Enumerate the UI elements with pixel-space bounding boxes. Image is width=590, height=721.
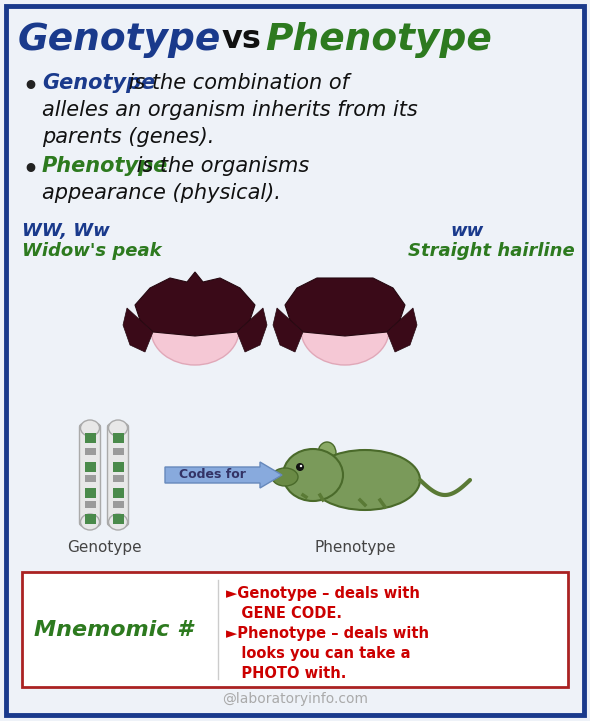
Ellipse shape — [80, 420, 100, 436]
Text: WW, Ww: WW, Ww — [22, 222, 110, 240]
FancyBboxPatch shape — [22, 572, 568, 687]
Text: Genotype: Genotype — [18, 22, 221, 58]
Text: PHOTO with.: PHOTO with. — [226, 666, 346, 681]
Polygon shape — [387, 308, 417, 352]
Circle shape — [296, 463, 304, 471]
Polygon shape — [285, 278, 405, 336]
Text: looks you can take a: looks you can take a — [226, 646, 411, 661]
Text: Genotype: Genotype — [67, 540, 142, 555]
Bar — [113, 475, 123, 482]
Polygon shape — [237, 308, 267, 352]
Text: Phenotype: Phenotype — [314, 540, 396, 555]
Bar — [84, 501, 96, 508]
Ellipse shape — [283, 449, 343, 501]
Text: Phenotype: Phenotype — [42, 156, 168, 176]
Text: Phenotype: Phenotype — [265, 22, 491, 58]
Text: ►Genotype – deals with: ►Genotype – deals with — [226, 586, 420, 601]
Text: GENE CODE.: GENE CODE. — [226, 606, 342, 621]
Text: appearance (physical).: appearance (physical). — [42, 183, 281, 203]
Circle shape — [270, 474, 277, 480]
Circle shape — [300, 465, 302, 467]
Text: Genotype: Genotype — [42, 73, 155, 93]
Ellipse shape — [310, 450, 420, 510]
Bar — [84, 488, 96, 498]
Ellipse shape — [80, 514, 100, 530]
Ellipse shape — [109, 514, 127, 530]
Text: ►Phenotype – deals with: ►Phenotype – deals with — [226, 626, 429, 641]
Ellipse shape — [318, 442, 336, 464]
FancyBboxPatch shape — [107, 424, 129, 526]
FancyBboxPatch shape — [80, 424, 100, 526]
Bar — [84, 461, 96, 472]
Text: •: • — [22, 158, 38, 182]
Bar — [113, 513, 123, 523]
Text: is the organisms: is the organisms — [130, 156, 309, 176]
Text: Mnemomic #: Mnemomic # — [34, 619, 192, 640]
Bar — [113, 448, 123, 454]
Ellipse shape — [301, 295, 389, 365]
Ellipse shape — [151, 295, 239, 365]
Bar — [113, 501, 123, 508]
Text: •: • — [22, 75, 38, 99]
Text: is the combination of: is the combination of — [122, 73, 349, 93]
Text: Straight hairline: Straight hairline — [408, 242, 575, 260]
FancyArrow shape — [165, 462, 282, 488]
Polygon shape — [135, 272, 255, 336]
FancyBboxPatch shape — [6, 6, 584, 715]
Bar — [84, 513, 96, 523]
Text: Codes for: Codes for — [179, 469, 245, 482]
Polygon shape — [273, 308, 303, 352]
Bar — [113, 433, 123, 443]
Text: @laboratoryinfo.com: @laboratoryinfo.com — [222, 692, 368, 706]
Bar — [84, 433, 96, 443]
Text: vs: vs — [222, 25, 262, 56]
Bar — [113, 461, 123, 472]
Text: ww: ww — [450, 222, 483, 240]
Polygon shape — [123, 308, 153, 352]
Ellipse shape — [109, 420, 127, 436]
Bar — [113, 488, 123, 498]
Text: alleles an organism inherits from its: alleles an organism inherits from its — [42, 100, 418, 120]
Ellipse shape — [272, 468, 298, 486]
Bar — [84, 475, 96, 482]
Text: Widow's peak: Widow's peak — [22, 242, 162, 260]
Text: parents (genes).: parents (genes). — [42, 127, 214, 147]
Bar — [84, 448, 96, 454]
